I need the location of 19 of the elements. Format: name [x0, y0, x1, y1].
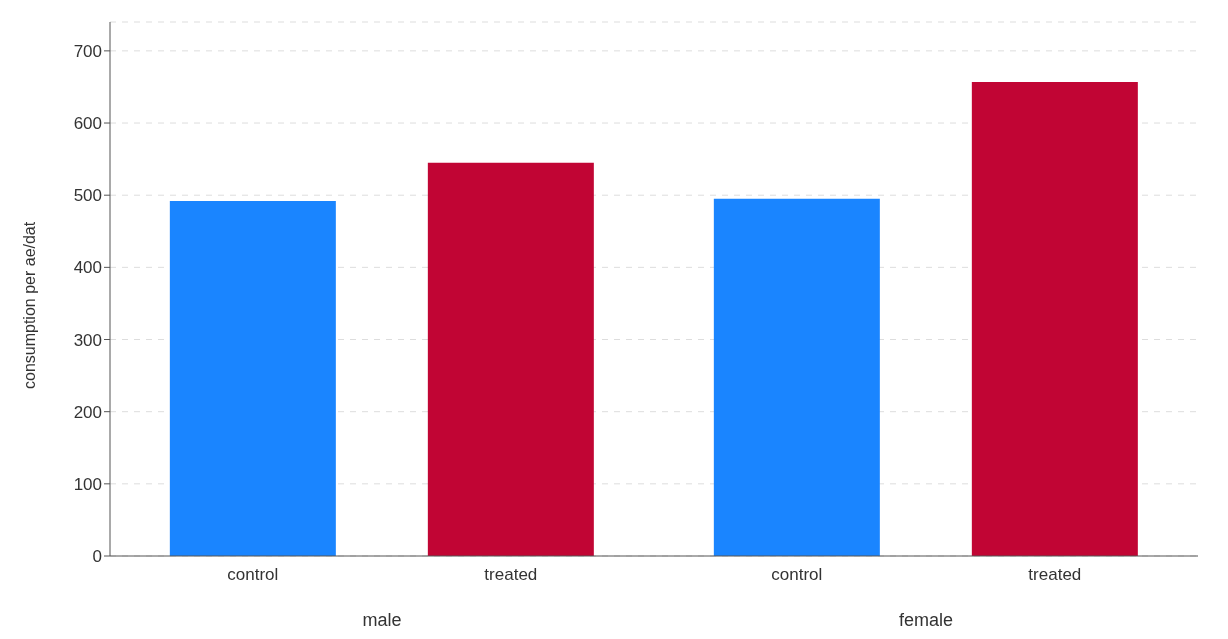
- y-tick-label: 300: [73, 330, 102, 350]
- text: treated: [1028, 565, 1082, 584]
- y-tick-label: 100: [73, 474, 102, 494]
- series-label: control: [227, 565, 279, 584]
- y-axis-title: consumption per ae/dat: [20, 221, 38, 389]
- bar: [169, 200, 336, 556]
- y-tick-label: 0: [92, 547, 102, 567]
- bar: [427, 162, 594, 556]
- y-tick-label: 200: [73, 402, 102, 422]
- y-tick-label: 400: [73, 258, 102, 278]
- y-tick-label: 600: [73, 114, 102, 134]
- y-tick-label: 700: [73, 41, 102, 61]
- series-label: treated: [484, 565, 538, 584]
- x-tick-label: male: [362, 610, 402, 630]
- text: control: [771, 565, 823, 584]
- bar: [971, 81, 1138, 556]
- x-tick-label: female: [898, 610, 954, 630]
- y-tick-label: 500: [73, 186, 102, 206]
- bar: [713, 198, 880, 556]
